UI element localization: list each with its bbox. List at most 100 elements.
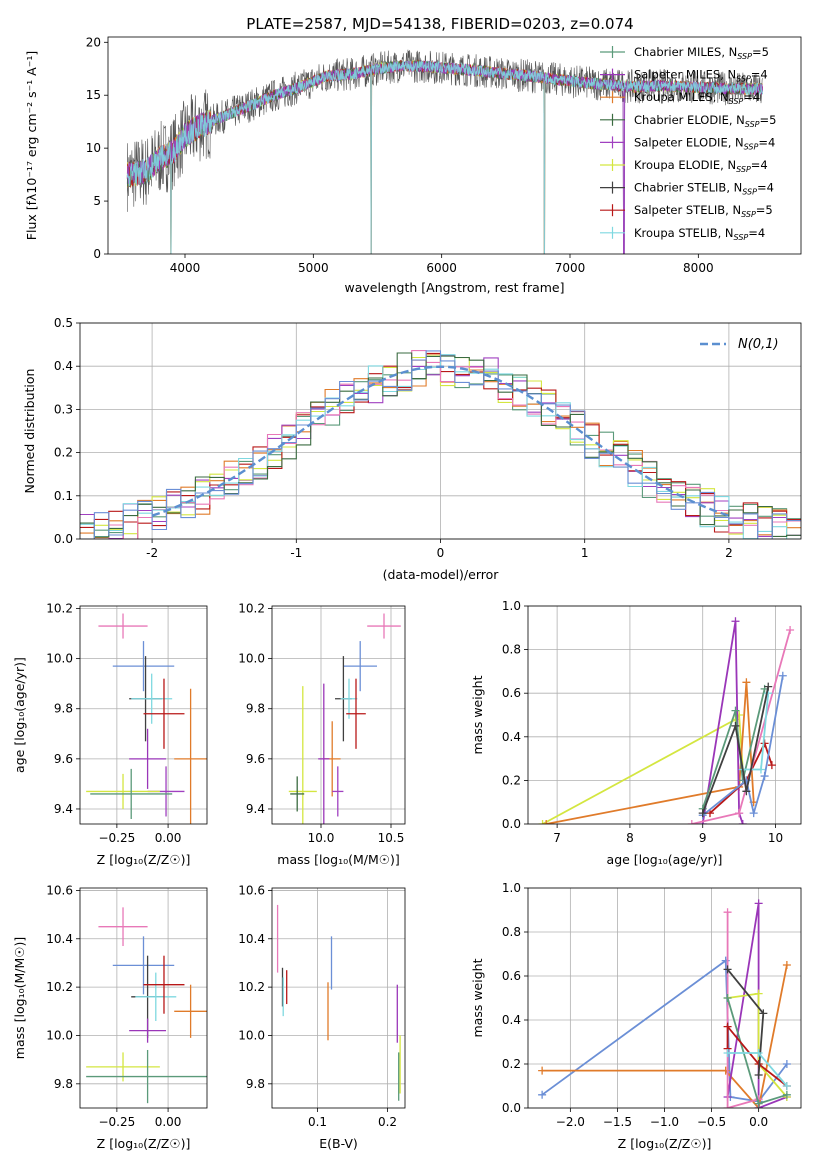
- weight-marker: [754, 989, 763, 998]
- x-tick-label: 7000: [555, 261, 586, 275]
- weight-lines: [538, 617, 795, 824]
- y-tick-label: 1.0: [502, 599, 521, 613]
- weight-marker: [782, 1090, 791, 1099]
- legend-entry-name: Salpeter STELIB, N: [634, 203, 741, 217]
- x-tick-label: 4000: [170, 261, 201, 275]
- x-tick-label: 1: [581, 546, 589, 560]
- data-point: [129, 728, 167, 789]
- x-tick-label: −0.25: [98, 831, 135, 845]
- x-axis-label: wavelength [Angstrom, rest frame]: [344, 280, 564, 295]
- data-point: [340, 678, 358, 719]
- axes-frame: [527, 887, 802, 1109]
- axes-frame: [79, 605, 208, 825]
- legend-entry-name: Chabrier ELODIE, N: [634, 113, 745, 127]
- legend-entry-sub: SSP: [729, 97, 744, 106]
- weight-series-line: [726, 912, 759, 1108]
- y-tick-label: 15: [86, 88, 101, 102]
- legend-entry-name: Kroupa MILES, N: [634, 90, 729, 104]
- weight-marker: [698, 809, 707, 818]
- weight-marker: [786, 625, 795, 634]
- legend-entry-value: =4: [751, 68, 768, 82]
- legend-entry-value: =5: [756, 203, 773, 217]
- legend-entry-sub: SSP: [736, 75, 751, 84]
- y-axis-label: Flux [fλ10⁻¹⁷ erg cm⁻² s⁻¹ A⁻¹]: [24, 51, 39, 240]
- legend-entry-value: =4: [743, 90, 760, 104]
- x-tick-label: 0.00: [155, 1115, 182, 1129]
- y-tick-label: 9.4: [54, 802, 73, 816]
- spectrum-line: [127, 49, 763, 212]
- data-point: [112, 641, 175, 692]
- y-tick-label: 9.4: [246, 802, 265, 816]
- data-point: [135, 972, 177, 1021]
- y-tick-label: 0.8: [502, 643, 521, 657]
- y-tick-label: 0.1: [54, 489, 73, 503]
- legend-entry-name: Salpeter ELODIE, N: [634, 135, 744, 149]
- weight-marker: [723, 1022, 732, 1031]
- weight-marker: [731, 706, 740, 715]
- y-tick-label: 10.0: [46, 1028, 73, 1042]
- x-tick-label: 6000: [426, 261, 457, 275]
- weight-series-line: [726, 1024, 788, 1087]
- x-axis-label: mass [log₁₀(M/M☉)]: [277, 852, 399, 867]
- y-tick-label: 0.0: [502, 817, 521, 831]
- weight-marker: [723, 1049, 732, 1057]
- residuals-panel: -2 -1 0 1 2 0.0 0.1 0.2 0.3 0.4 0.5 (data-model)/er…: [22, 316, 802, 582]
- x-axis-label: Z [log₁₀(Z/Z☉)]: [97, 852, 191, 867]
- errorbars: [86, 613, 207, 824]
- x-tick-label: 0.2: [378, 1115, 397, 1129]
- weight-marker: [731, 617, 740, 626]
- y-tick-label: 9.8: [246, 1077, 265, 1091]
- data-point: [332, 766, 344, 817]
- legend-entry-sub: SSP: [741, 210, 756, 219]
- x-tick-label: -2: [146, 546, 158, 560]
- y-axis-label: mass weight: [470, 958, 485, 1037]
- weight-marker: [738, 820, 747, 824]
- legend-entry: Chabrier ELODIE, NSSP=5: [634, 113, 776, 129]
- x-tick-label: −0.5: [697, 1115, 726, 1129]
- data-point: [90, 768, 173, 819]
- axes-frame: [271, 605, 406, 825]
- weight-marker: [538, 1090, 547, 1099]
- y-tick-label: 0.4: [502, 730, 521, 744]
- histogram-step: [80, 350, 801, 539]
- x-tick-label: 8: [626, 831, 634, 845]
- legend-entry-name: Kroupa ELODIE, N: [634, 158, 736, 172]
- y-tick-label: 0.8: [502, 925, 521, 939]
- legend-entry-value: =4: [757, 181, 774, 195]
- data-point: [346, 678, 366, 749]
- y-axis-label: mass weight: [470, 675, 485, 754]
- data-point: [367, 613, 401, 639]
- y-tick-label: 0.0: [502, 1101, 521, 1115]
- legend-entry-value: =5: [752, 45, 769, 59]
- weight-series-line: [727, 1052, 788, 1087]
- y-tick-label: 5: [93, 194, 101, 208]
- legend-entry-value: =4: [758, 135, 775, 149]
- x-axis-label: age [log₁₀(age/yr)]: [607, 852, 723, 867]
- weight-marker: [723, 908, 732, 917]
- y-tick-label: 0.2: [54, 446, 73, 460]
- data-point: [290, 776, 305, 812]
- weight-age-panel: 7 8 9 10 0.0 0.2 0.4 0.6 0.8 1.0 age [log₁₀(age/yr…: [470, 599, 802, 867]
- y-tick-label: 10.6: [46, 883, 73, 897]
- weight-marker: [782, 1060, 791, 1068]
- errorbars: [86, 907, 207, 1104]
- data-point: [174, 688, 207, 824]
- x-tick-label: 8000: [683, 261, 714, 275]
- errorbars: [276, 904, 401, 1101]
- data-point: [174, 984, 207, 1038]
- y-tick-label: 9.6: [54, 752, 73, 766]
- x-tick-label: −1.5: [603, 1115, 632, 1129]
- data-point: [98, 907, 148, 947]
- weight-z-panel: −2.0 −1.5 −1.0 −0.5 0.0 0.0 0.2 0.4 0.6 0.8 1.0 Z […: [470, 881, 802, 1151]
- data-point: [86, 1049, 207, 1104]
- weight-marker: [742, 787, 751, 796]
- weight-marker: [754, 899, 763, 908]
- legend-entry-sub: SSP: [734, 233, 749, 242]
- weight-marker: [782, 961, 791, 969]
- y-tick-label: 0.2: [502, 773, 521, 787]
- axes-frame: [79, 322, 802, 540]
- weight-marker: [754, 1099, 763, 1108]
- legend-entry: N(0,1): [738, 337, 779, 352]
